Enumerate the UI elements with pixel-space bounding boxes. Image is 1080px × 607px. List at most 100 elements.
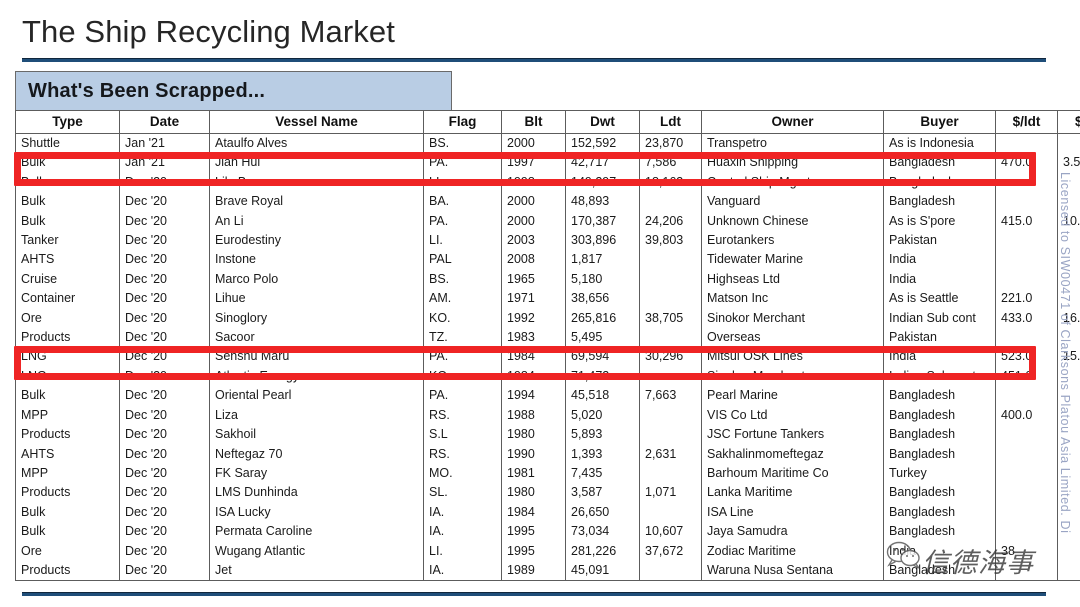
cell-vessel: ISA Lucky xyxy=(209,502,424,523)
cell-dwt: 5,893 xyxy=(565,425,640,445)
cell-date: Dec '20 xyxy=(119,483,210,503)
table-header-row: Type Date Vessel Name Flag Blt Dwt Ldt O… xyxy=(15,110,1080,134)
cell-blt: 1995 xyxy=(501,522,566,542)
cell-type: AHTS xyxy=(15,250,120,270)
cell-dwt: 71,472 xyxy=(565,366,640,387)
cell-flag: RS. xyxy=(423,444,502,464)
table-row: Products Dec '20 Sacoor TZ. 1983 5,495 Oversea… xyxy=(15,328,1080,348)
cell-ldt: 30,296 xyxy=(639,347,702,367)
cell-ldt xyxy=(639,405,702,426)
cell-ldt: 23,870 xyxy=(639,133,702,154)
cell-owner: Sinokor Merchant xyxy=(701,308,884,329)
cell-ldt xyxy=(639,269,702,290)
cell-vessel: Wugang Atlantic xyxy=(209,541,424,561)
table-row: Ore Dec '20 Wugang Atlantic LI. 1995 281,226 3… xyxy=(15,541,1080,561)
cell-ldt xyxy=(639,502,702,523)
cell-owner: Highseas Ltd xyxy=(701,269,884,290)
table-row: MPP Dec '20 FK Saray MO. 1981 7,435 Barhoum Ma… xyxy=(15,463,1080,484)
cell-blt: 1998 xyxy=(501,172,566,193)
cell-blt: 1997 xyxy=(501,153,566,173)
cell-owner: Central Ship Mgmt xyxy=(701,172,884,193)
cell-type: Tanker xyxy=(15,231,120,251)
cell-date: Dec '20 xyxy=(119,328,210,348)
cell-dwt: 5,020 xyxy=(565,405,640,426)
cell-buyer: India xyxy=(883,269,996,290)
cell-dwt: 149,297 xyxy=(565,172,640,193)
cell-type: Ore xyxy=(15,541,120,561)
table-row: Bulk Dec '20 Brave Royal BA. 2000 48,893 Vangu… xyxy=(15,192,1080,212)
cell-ldt: 37,672 xyxy=(639,541,702,561)
cell-dwt: 7,435 xyxy=(565,463,640,484)
cell-buyer: Pakistan xyxy=(883,231,996,251)
cell-date: Dec '20 xyxy=(119,231,210,251)
scrapped-vessels-table-wrap: Type Date Vessel Name Flag Blt Dwt Ldt O… xyxy=(15,110,1080,582)
cell-sldt xyxy=(995,463,1058,484)
cell-dwt: 152,592 xyxy=(565,133,640,154)
cell-flag: PA. xyxy=(423,153,502,173)
cell-date: Dec '20 xyxy=(119,172,210,193)
table-row: Shuttle Jan '21 Ataulfo Alves BS. 2000 152,59… xyxy=(15,133,1080,154)
cell-sm xyxy=(1057,541,1080,561)
table-row: Bulk Jan '21 Jian Hui PA. 1997 42,717 7,586 Hua… xyxy=(15,153,1080,173)
cell-flag: LI. xyxy=(423,172,502,193)
table-row: Bulk Dec '20 ISA Lucky IA. 1984 26,650 ISA Lin… xyxy=(15,502,1080,523)
cell-owner: Mitsui OSK Lines xyxy=(701,347,884,367)
cell-ldt xyxy=(639,463,702,484)
cell-dwt: 3,587 xyxy=(565,483,640,503)
cell-ldt: 2,631 xyxy=(639,444,702,464)
table-row: LNG Dec '20 Atlantic Energy KO. 1984 71,472 Si… xyxy=(15,366,1080,387)
cell-buyer: Indian Sub cont xyxy=(883,366,996,387)
cell-date: Dec '20 xyxy=(119,541,210,561)
col-header-sldt: $/ldt xyxy=(995,110,1058,134)
cell-type: LNG xyxy=(15,366,120,387)
cell-ldt xyxy=(639,328,702,348)
cell-ldt xyxy=(639,560,702,582)
cell-sm: 15.84 xyxy=(1057,347,1080,367)
cell-vessel: Permata Caroline xyxy=(209,522,424,542)
cell-dwt: 73,034 xyxy=(565,522,640,542)
table-row: Bulk Dec '20 An Li PA. 2000 170,387 24,206 Unkn… xyxy=(15,211,1080,232)
cell-type: Bulk xyxy=(15,211,120,232)
title-underline-rule xyxy=(22,58,1046,62)
cell-ldt: 38,705 xyxy=(639,308,702,329)
cell-blt: 1981 xyxy=(501,463,566,484)
cell-sm xyxy=(1057,463,1080,484)
cell-sm xyxy=(1057,444,1080,464)
cell-blt: 1984 xyxy=(501,366,566,387)
col-header-flag: Flag xyxy=(423,110,502,134)
cell-flag: PA. xyxy=(423,386,502,406)
cell-blt: 2000 xyxy=(501,133,566,154)
cell-sldt: 433.0 xyxy=(995,308,1058,329)
cell-vessel: Brave Royal xyxy=(209,192,424,212)
cell-sldt xyxy=(995,328,1058,348)
cell-owner: Overseas xyxy=(701,328,884,348)
cell-blt: 1980 xyxy=(501,483,566,503)
cell-vessel: Sakhoil xyxy=(209,425,424,445)
cell-flag: IA. xyxy=(423,502,502,523)
cell-dwt: 38,656 xyxy=(565,289,640,309)
cell-owner: Transpetro xyxy=(701,133,884,154)
cell-date: Dec '20 xyxy=(119,386,210,406)
cell-date: Dec '20 xyxy=(119,502,210,523)
cell-buyer: Bangladesh xyxy=(883,172,996,193)
cell-date: Dec '20 xyxy=(119,444,210,464)
cell-ldt: 24,206 xyxy=(639,211,702,232)
cell-flag: KO. xyxy=(423,308,502,329)
cell-type: Products xyxy=(15,328,120,348)
cell-vessel: Senshu Maru xyxy=(209,347,424,367)
cell-dwt: 45,518 xyxy=(565,386,640,406)
cell-type: Bulk xyxy=(15,522,120,542)
section-banner: What's Been Scrapped... xyxy=(15,71,452,111)
cell-sm xyxy=(1057,502,1080,523)
cell-buyer: Bangladesh xyxy=(883,560,996,582)
cell-flag: BA. xyxy=(423,192,502,212)
cell-flag: RS. xyxy=(423,405,502,426)
cell-sldt xyxy=(995,250,1058,270)
cell-dwt: 5,180 xyxy=(565,269,640,290)
table-body: Shuttle Jan '21 Ataulfo Alves BS. 2000 152,59… xyxy=(15,133,1080,582)
cell-buyer: Bangladesh xyxy=(883,192,996,212)
cell-blt: 1971 xyxy=(501,289,566,309)
cell-sldt xyxy=(995,192,1058,212)
cell-sm xyxy=(1057,133,1080,154)
cell-buyer: Bangladesh xyxy=(883,425,996,445)
